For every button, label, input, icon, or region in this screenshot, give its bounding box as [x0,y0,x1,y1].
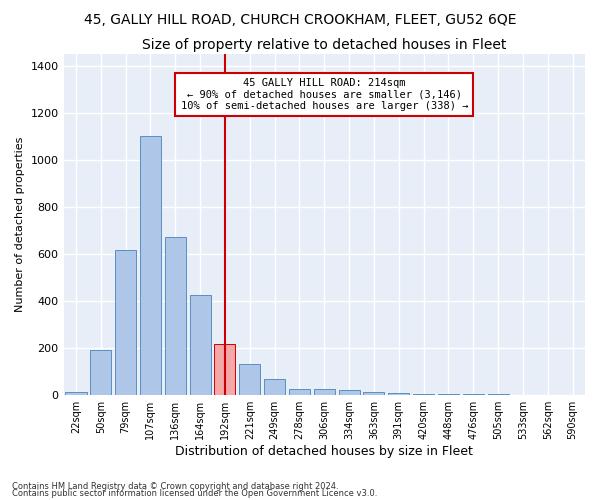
Bar [90,350,112,395]
Text: 45 GALLY HILL ROAD: 214sqm
← 90% of detached houses are smaller (3,146)
10% of s: 45 GALLY HILL ROAD: 214sqm ← 90% of deta… [181,78,468,111]
Bar [264,380,285,394]
Text: Contains public sector information licensed under the Open Government Licence v3: Contains public sector information licen… [12,490,377,498]
Bar [338,390,359,394]
Text: Contains HM Land Registry data © Crown copyright and database right 2024.: Contains HM Land Registry data © Crown c… [12,482,338,491]
Bar [65,392,86,394]
X-axis label: Distribution of detached houses by size in Fleet: Distribution of detached houses by size … [175,444,473,458]
Text: 45, GALLY HILL ROAD, CHURCH CROOKHAM, FLEET, GU52 6QE: 45, GALLY HILL ROAD, CHURCH CROOKHAM, FL… [84,12,516,26]
Bar [115,250,136,394]
Title: Size of property relative to detached houses in Fleet: Size of property relative to detached ho… [142,38,506,52]
Bar [214,344,235,395]
Bar [314,389,335,394]
Bar [165,238,186,394]
Bar [190,295,211,394]
Bar [239,364,260,394]
Bar [289,389,310,394]
Bar [364,392,385,394]
Bar [140,136,161,394]
Y-axis label: Number of detached properties: Number of detached properties [15,136,25,312]
